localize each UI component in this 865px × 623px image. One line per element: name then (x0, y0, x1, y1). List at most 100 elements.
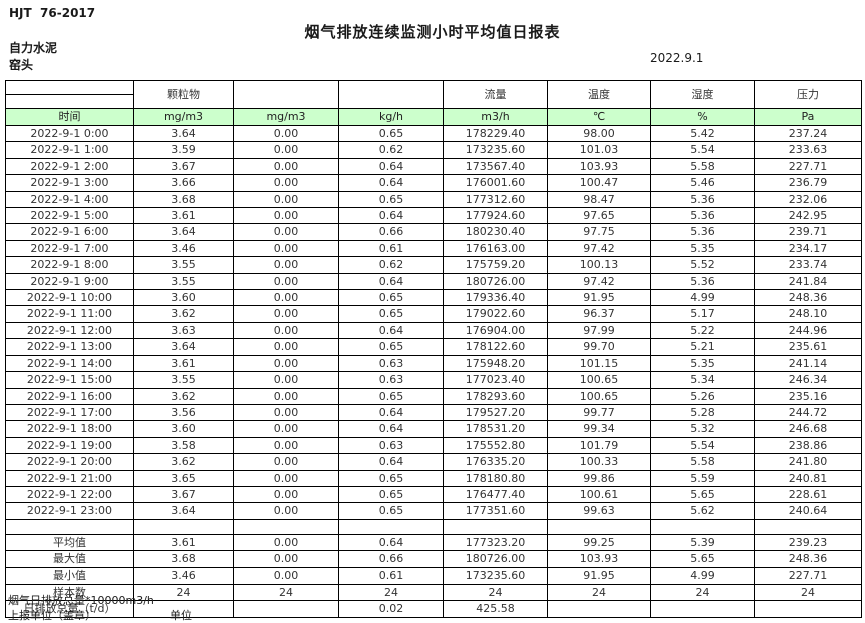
table-row: 2022-9-1 22:00 3.67 0.00 0.65 176477.40 100.6… (5, 485, 862, 504)
value-cell: 5.62 (650, 502, 755, 520)
monitor-point: 窑头 (9, 58, 34, 72)
table-row: 2022-9-1 13:00 3.64 0.00 0.65 178122.60 99.70… (5, 338, 862, 356)
value-cell: 3.65 (133, 469, 234, 487)
value-cell: 0.62 (338, 256, 444, 274)
value-cell: 101.79 (547, 436, 651, 455)
value-cell: 5.26 (650, 387, 755, 405)
value-cell: 5.54 (650, 141, 755, 159)
value-cell: 0.64 (338, 157, 444, 176)
report-table: 颗粒物 流量 温度 湿度 压力 时间 mg/m3 mg/m3 kg/h m3/h… (5, 80, 862, 618)
value-cell: 176335.20 (443, 453, 548, 471)
value-cell: 0.00 (233, 420, 339, 438)
value-cell: 3.59 (133, 141, 234, 159)
value-cell: 0.63 (338, 354, 444, 373)
table-row: 2022-9-1 6:00 3.64 0.00 0.66 180230.40 97.75 5… (5, 223, 862, 241)
summary-body: 平均值 3.61 0.00 0.64 177323.20 99.25 5.39 239.23 最… (5, 533, 862, 618)
value-cell: 241.84 (754, 272, 862, 291)
value-cell: 0.00 (233, 453, 339, 471)
value-cell: 5.54 (650, 436, 755, 455)
col-header-flow: 流量 (443, 80, 548, 109)
col-header-blank-2 (338, 80, 444, 109)
time-cell: 2022-9-1 1:00 (5, 141, 134, 159)
value-cell: 0.00 (233, 338, 339, 356)
value-cell: 0.00 (233, 371, 339, 389)
value-cell: 246.68 (754, 420, 862, 438)
value-cell: 97.65 (547, 207, 651, 225)
value-cell: 0.65 (338, 305, 444, 323)
value-cell: 5.58 (650, 453, 755, 471)
footnote-total-emission: 烟气日排放总量*10000m3/h (8, 594, 154, 607)
value-cell: 248.36 (754, 550, 862, 568)
value-cell: 173235.60 (443, 141, 548, 159)
value-cell: 0.00 (233, 533, 339, 552)
table-row: 2022-9-1 23:00 3.64 0.00 0.65 177351.60 99.63… (5, 502, 862, 520)
value-cell: 173235.60 (443, 566, 548, 585)
table-row: 2022-9-1 7:00 3.46 0.00 0.61 176163.00 97.42 5… (5, 239, 862, 258)
time-cell: 2022-9-1 14:00 (5, 354, 134, 373)
time-cell: 2022-9-1 0:00 (5, 124, 134, 143)
value-cell: 0.00 (233, 485, 339, 504)
value-cell: 227.71 (754, 157, 862, 176)
footnote-unit-label: 单位 (170, 609, 192, 622)
time-cell: 2022-9-1 19:00 (5, 436, 134, 455)
value-cell: 3.61 (133, 533, 234, 552)
value-cell: 3.64 (133, 124, 234, 143)
value-cell: 3.61 (133, 207, 234, 225)
value-cell: 236.79 (754, 174, 862, 192)
value-cell: 239.23 (754, 533, 862, 552)
unit-cell: Pa (754, 108, 862, 126)
value-cell: 0.63 (338, 436, 444, 455)
value-cell: 3.68 (133, 190, 234, 209)
table-row: 2022-9-1 10:00 3.60 0.00 0.65 179336.40 91.95… (5, 289, 862, 307)
table-row: 2022-9-1 20:00 3.62 0.00 0.64 176335.20 100.3… (5, 453, 862, 471)
value-cell: 0.00 (233, 207, 339, 225)
value-cell: 178531.20 (443, 420, 548, 438)
value-cell: 100.61 (547, 485, 651, 504)
value-cell: 233.74 (754, 256, 862, 274)
value-cell: 0.65 (338, 469, 444, 487)
value-cell: 237.24 (754, 124, 862, 143)
value-cell: 178229.40 (443, 124, 548, 143)
value-cell: 0.00 (233, 289, 339, 307)
value-cell (547, 600, 651, 618)
value-cell: 5.52 (650, 256, 755, 274)
value-cell: 178180.80 (443, 469, 548, 487)
value-cell: 0.00 (233, 305, 339, 323)
value-cell: 100.65 (547, 387, 651, 405)
value-cell: 242.95 (754, 207, 862, 225)
value-cell: 0.65 (338, 338, 444, 356)
summary-label-cell: 日排放总量（t/d） (5, 600, 134, 618)
value-cell: 5.36 (650, 207, 755, 225)
value-cell: 5.22 (650, 321, 755, 340)
value-cell: 176904.00 (443, 321, 548, 340)
value-cell: 103.93 (547, 157, 651, 176)
time-cell: 2022-9-1 11:00 (5, 305, 134, 323)
value-cell: 99.70 (547, 338, 651, 356)
value-cell: 0.00 (233, 141, 339, 159)
value-cell: 0.63 (338, 371, 444, 389)
value-cell: 5.65 (650, 485, 755, 504)
value-cell: 0.61 (338, 239, 444, 258)
col-header-blank-1 (233, 80, 339, 109)
value-cell: 176163.00 (443, 239, 548, 258)
value-cell: 5.65 (650, 550, 755, 568)
summary-row: 最小值 3.46 0.00 0.61 173235.60 91.95 4.99 227.71 (5, 566, 862, 585)
report-date: 2022.9.1 (650, 51, 704, 65)
value-cell: 241.80 (754, 453, 862, 471)
value-cell: 4.99 (650, 289, 755, 307)
value-cell: 91.95 (547, 566, 651, 585)
value-cell: 235.61 (754, 338, 862, 356)
unit-cell: ℃ (547, 108, 651, 126)
value-cell: 3.55 (133, 256, 234, 274)
value-cell: 5.21 (650, 338, 755, 356)
value-cell: 239.71 (754, 223, 862, 241)
value-cell: 178122.60 (443, 338, 548, 356)
footnote-report-unit: 上报单位（盖章） (8, 609, 96, 622)
table-row: 2022-9-1 0:00 3.64 0.00 0.65 178229.40 98.00 5… (5, 124, 862, 143)
value-cell: 98.00 (547, 124, 651, 143)
unit-cell: m3/h (443, 108, 548, 126)
data-body: 2022-9-1 0:00 3.64 0.00 0.65 178229.40 98.00 5… (5, 124, 862, 520)
value-cell: 3.61 (133, 354, 234, 373)
value-cell: 24 (650, 583, 755, 602)
value-cell: 0.66 (338, 223, 444, 241)
